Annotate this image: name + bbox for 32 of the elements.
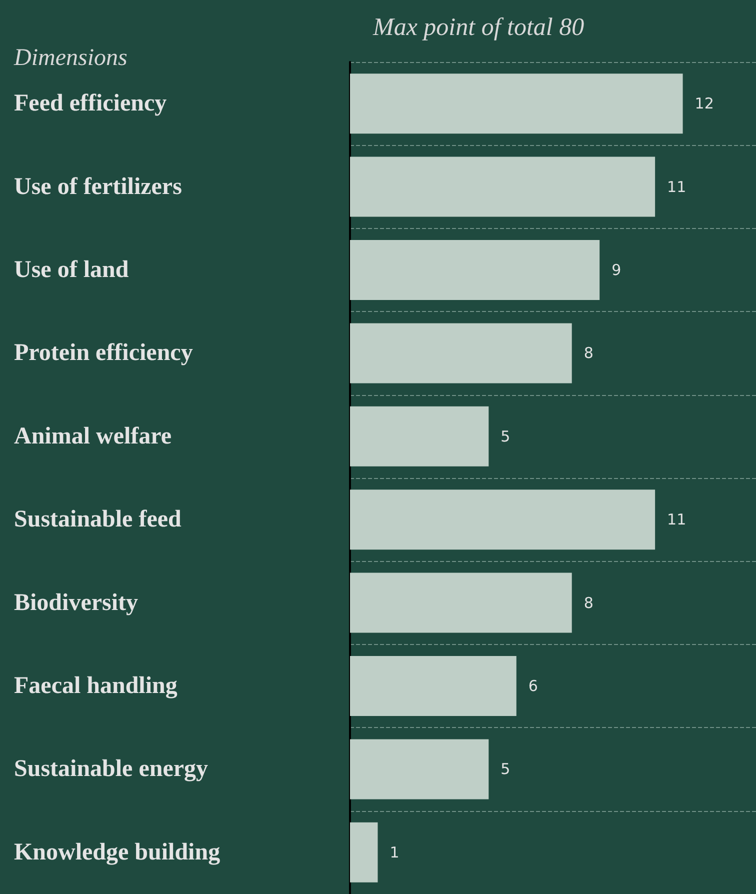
data-label: 11 xyxy=(667,178,686,196)
data-label: 5 xyxy=(500,760,510,778)
y-axis-title: Dimensions xyxy=(13,45,128,71)
y-tick-label: Animal welfare xyxy=(14,423,172,450)
data-label: 12 xyxy=(694,94,714,113)
data-label: 1 xyxy=(390,843,400,862)
chart-title: Max point of total 80 xyxy=(372,14,585,41)
y-tick-label: Sustainable feed xyxy=(14,506,182,533)
bar xyxy=(350,490,656,550)
bar xyxy=(350,739,489,800)
bar xyxy=(350,156,656,217)
data-label: 11 xyxy=(667,510,686,529)
data-label: 8 xyxy=(584,344,594,362)
y-tick-label: Use of fertilizers xyxy=(14,174,182,200)
data-label: 8 xyxy=(584,594,594,612)
y-tick-label: Faecal handling xyxy=(14,673,178,699)
y-tick-label: Sustainable energy xyxy=(14,756,208,782)
bar xyxy=(350,406,489,466)
data-label: 6 xyxy=(528,677,538,695)
y-tick-label: Feed efficiency xyxy=(14,90,167,117)
bar xyxy=(350,74,683,134)
y-tick-label: Knowledge building xyxy=(14,839,220,866)
y-tick-label: Use of land xyxy=(14,257,130,283)
bar xyxy=(350,323,572,384)
bar xyxy=(350,572,572,633)
y-tick-label: Protein efficiency xyxy=(14,340,193,366)
bar xyxy=(350,822,378,882)
y-tick-label: Biodiversity xyxy=(14,590,138,616)
data-label: 5 xyxy=(500,427,510,446)
bar xyxy=(350,656,516,716)
bar xyxy=(350,240,600,300)
data-label: 9 xyxy=(612,261,622,279)
